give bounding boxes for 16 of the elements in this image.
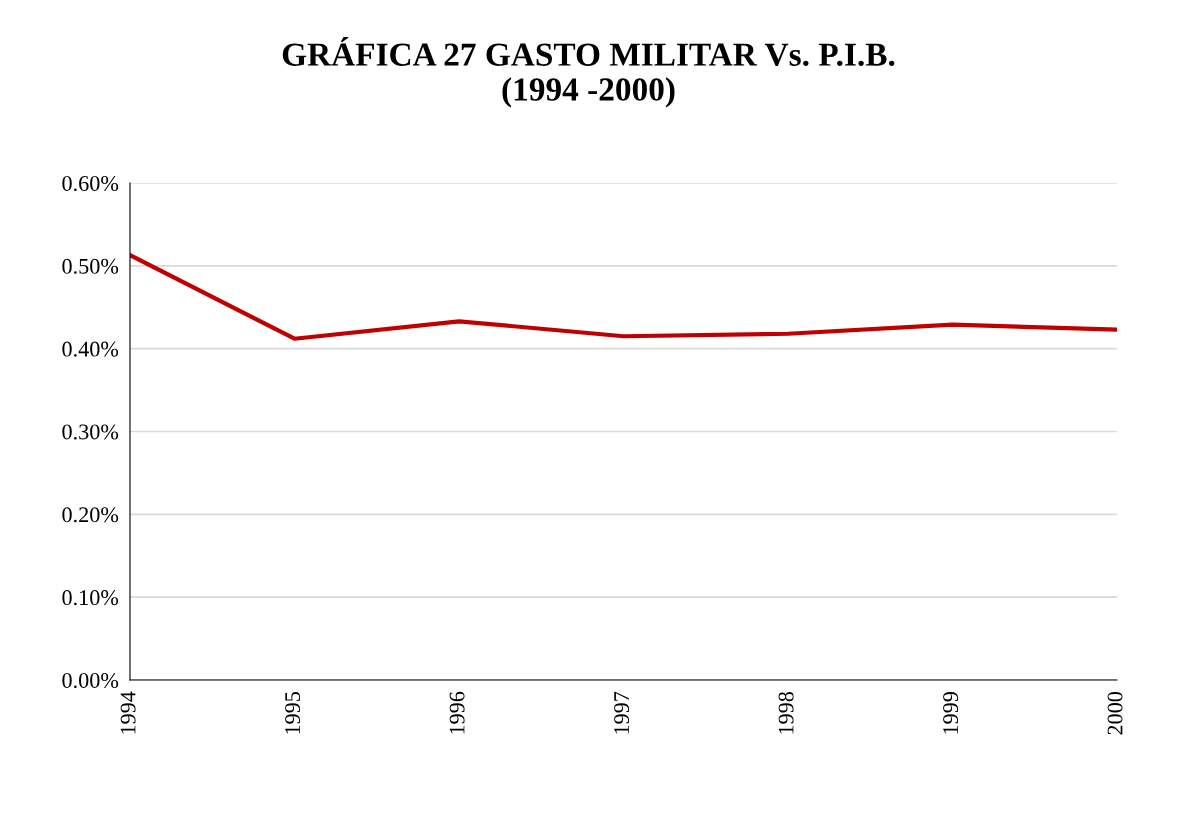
x-tick-label: 1995	[285, 691, 301, 734]
y-tick-label: 0.50%	[62, 258, 119, 274]
y-tick-label: 0.40%	[62, 341, 119, 357]
x-tick-label: 1999	[943, 692, 959, 734]
x-tick-label: 1994	[120, 691, 136, 734]
y-tick-label: 0.20%	[62, 507, 119, 523]
chart-title: GRÁFICA 27 GASTO MILITAR Vs. P.I.B. (1994 -2000)	[282, 37, 895, 108]
line-series	[130, 252, 1117, 341]
y-tick-label: 0.00%	[62, 672, 119, 689]
y-tick-label: 0.10%	[62, 590, 119, 606]
y-tick-label: 0.60%	[62, 175, 119, 192]
x-tick-label: 1997	[614, 691, 630, 734]
y-tick-label: 0.30%	[62, 424, 119, 440]
x-tick-label: 1996	[449, 691, 465, 734]
x-tick-label: 2000	[1107, 691, 1123, 735]
x-tick-label: 1998	[778, 691, 794, 734]
